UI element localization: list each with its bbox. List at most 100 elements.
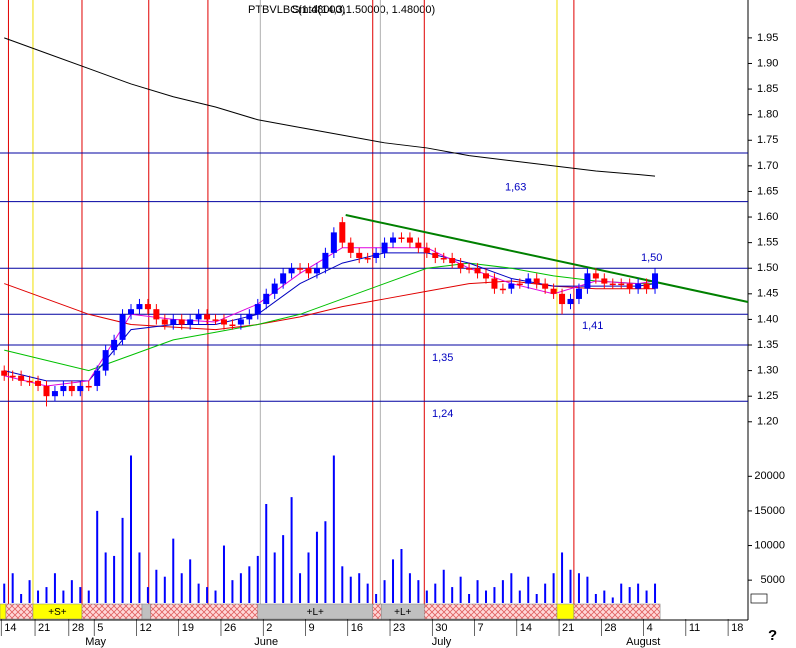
candle-body xyxy=(119,314,126,340)
y2-tick-label: 20000 xyxy=(754,470,785,482)
y-tick-label: 1.80 xyxy=(757,109,778,121)
y-tick-label: 1.50 xyxy=(757,262,778,274)
x-tick-label: 5 xyxy=(97,622,103,634)
candle-body xyxy=(144,304,151,310)
candle-body xyxy=(499,288,506,291)
candle-body xyxy=(643,283,650,289)
month-label: May xyxy=(85,636,106,648)
signal-band xyxy=(556,603,575,620)
candle-body xyxy=(508,283,515,289)
candle-body xyxy=(68,385,75,392)
signal-band xyxy=(372,603,382,620)
candle-body xyxy=(161,319,168,325)
candle-body xyxy=(347,242,354,253)
level-label: 1,35 xyxy=(432,352,453,364)
candle-body xyxy=(229,324,236,327)
candle-body xyxy=(254,304,261,315)
candle-body xyxy=(204,314,211,320)
candle-body xyxy=(364,257,371,260)
candle-body xyxy=(111,339,118,351)
candle-body xyxy=(195,314,202,320)
candle-body xyxy=(51,391,58,397)
candle-body xyxy=(457,263,464,269)
y-tick-label: 1.60 xyxy=(757,211,778,223)
signal-band xyxy=(150,603,259,620)
chart-title: PTBVLBC(1.48000) xyxy=(248,4,345,16)
y-tick-label: 1.25 xyxy=(757,390,778,402)
indicator-line xyxy=(4,280,656,331)
candle-body xyxy=(313,268,320,274)
band-label: +L+ xyxy=(307,607,324,618)
x-tick-label: 14 xyxy=(520,622,532,634)
band-label: +S+ xyxy=(48,607,67,618)
candle-body xyxy=(1,370,8,376)
signal-band xyxy=(141,603,151,620)
candle-body xyxy=(77,385,84,392)
x-tick-label: 14 xyxy=(4,622,16,634)
signal-band xyxy=(424,603,558,620)
x-tick-label: 16 xyxy=(351,622,363,634)
candle-body xyxy=(626,283,633,289)
level-label: 1,41 xyxy=(582,320,603,332)
candle-body xyxy=(567,298,574,305)
candle-body xyxy=(618,283,625,286)
signal-band xyxy=(0,603,7,620)
month-label: July xyxy=(432,636,452,648)
month-label: August xyxy=(626,636,660,648)
candle-body xyxy=(635,283,642,289)
x-tick-label: 7 xyxy=(478,622,484,634)
candle-body xyxy=(559,293,566,305)
candle-body xyxy=(220,319,227,325)
help-icon[interactable]: ? xyxy=(768,627,777,644)
candle-body xyxy=(153,309,160,320)
x-tick-label: 26 xyxy=(224,622,236,634)
candle-body xyxy=(187,319,194,325)
level-label: 1,50 xyxy=(641,252,662,264)
level-label: 1,63 xyxy=(505,182,526,194)
candle-body xyxy=(415,242,422,248)
candle-body xyxy=(373,252,380,258)
x-tick-label: 9 xyxy=(308,622,314,634)
x-tick-label: 12 xyxy=(139,622,151,634)
signal-band xyxy=(81,603,143,620)
candle-body xyxy=(43,385,50,397)
y-tick-label: 1.20 xyxy=(757,416,778,428)
x-tick-label: 28 xyxy=(604,622,616,634)
candle-body xyxy=(212,319,219,321)
candle-body xyxy=(390,237,397,243)
candle-body xyxy=(280,273,287,284)
candle-body xyxy=(170,319,177,325)
y-tick-label: 1.70 xyxy=(757,160,778,172)
candle-body xyxy=(85,385,92,388)
candle-body xyxy=(381,242,388,253)
candle-body xyxy=(533,278,540,284)
candle-body xyxy=(35,380,42,386)
candle-body xyxy=(60,385,67,392)
candle-body xyxy=(423,247,430,253)
x-tick-label: 28 xyxy=(72,622,84,634)
candle-body xyxy=(94,370,101,386)
candle-body xyxy=(339,222,346,243)
indicator-line xyxy=(4,262,656,372)
y-tick-label: 1.45 xyxy=(757,288,778,300)
candle-body xyxy=(102,350,109,371)
candle-body xyxy=(406,237,413,243)
y2-tick-label: 15000 xyxy=(754,505,785,517)
candle-body xyxy=(466,268,473,270)
candle-body xyxy=(584,273,591,289)
candle-body xyxy=(592,273,599,279)
candle-body xyxy=(18,375,25,381)
candle-body xyxy=(440,257,447,260)
candle-body xyxy=(9,375,16,378)
candle-body xyxy=(26,380,33,383)
indicator-line xyxy=(345,214,749,303)
candle-body xyxy=(136,304,143,310)
signal-band xyxy=(573,603,661,620)
x-tick-label: 18 xyxy=(731,622,743,634)
month-label: June xyxy=(254,636,278,648)
candle-body xyxy=(482,273,489,279)
y-tick-label: 1.30 xyxy=(757,365,778,377)
candle-body xyxy=(609,283,616,286)
candle-body xyxy=(652,273,659,289)
